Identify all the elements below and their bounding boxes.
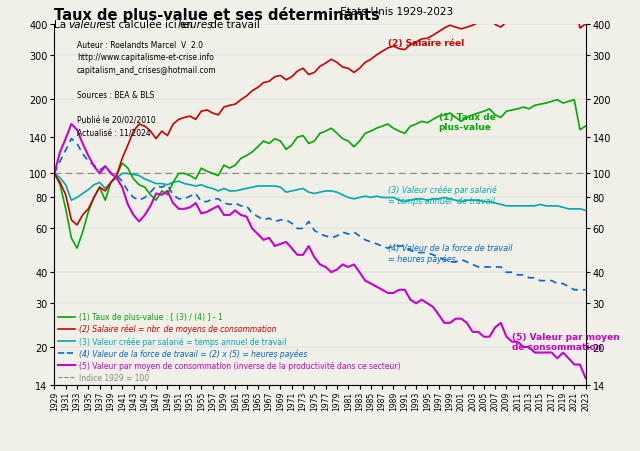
Text: (5) Valeur par moyen
de consommation: (5) Valeur par moyen de consommation <box>512 332 620 352</box>
Text: - Etats-Unis 1929-2023: - Etats-Unis 1929-2023 <box>330 7 452 17</box>
Text: (2) Salaire réel: (2) Salaire réel <box>388 39 464 48</box>
Text: Taux de plus-value et ses déterminants: Taux de plus-value et ses déterminants <box>54 7 380 23</box>
Text: Actualisé : 11/2024: Actualisé : 11/2024 <box>77 129 150 138</box>
Text: capitalism_and_crises@hotmail.com: capitalism_and_crises@hotmail.com <box>77 66 216 75</box>
Text: Sources : BEA & BLS: Sources : BEA & BLS <box>77 91 154 100</box>
Legend: (1) Taux de plus-value : [ (3) / (4) ] - 1, (2) Salaire réel = nbr. de moyens de: (1) Taux de plus-value : [ (3) / (4) ] -… <box>58 313 401 382</box>
Text: est calculée ici en: est calculée ici en <box>96 20 196 30</box>
Text: Publié le 20/02/2010: Publié le 20/02/2010 <box>77 116 156 125</box>
Text: valeur: valeur <box>68 20 101 30</box>
Text: heures: heures <box>177 20 213 30</box>
Text: http://www.capitalisme-et-crise.info: http://www.capitalisme-et-crise.info <box>77 53 214 62</box>
Text: (1) Taux de
plus-value: (1) Taux de plus-value <box>438 112 495 132</box>
Text: (3) Valeur créée par salarié
= temps annuel  de travail: (3) Valeur créée par salarié = temps ann… <box>388 185 497 205</box>
Text: (4) Valeur de la force de travail
= heures payées: (4) Valeur de la force de travail = heur… <box>388 243 512 263</box>
Text: Auteur : Roelandts Marcel  V  2.0: Auteur : Roelandts Marcel V 2.0 <box>77 41 203 50</box>
Text: La: La <box>54 20 70 30</box>
Text: de travail: de travail <box>207 20 260 30</box>
